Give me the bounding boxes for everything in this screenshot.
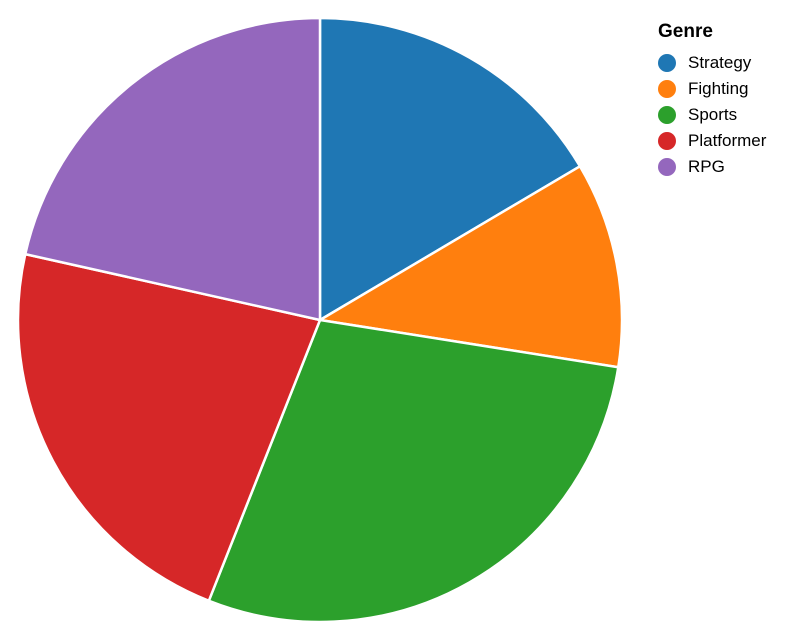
legend: Genre Strategy Fighting Sports Platformer RP… [658,20,798,180]
pie-slice-platformer [16,252,322,603]
legend-item-rpg: RPG [658,154,798,180]
pie-slice-strategy [318,16,582,322]
legend-label-rpg: RPG [688,157,725,176]
legend-items: Strategy Fighting Sports Platformer RPG [658,50,798,180]
legend-swatch-sports [658,106,676,124]
legend-swatch-rpg [658,158,676,176]
legend-item-platformer: Platformer [658,128,798,154]
legend-item-fighting: Fighting [658,76,798,102]
legend-title: Genre [658,21,713,42]
legend-swatch-fighting [658,80,676,98]
legend-swatch-strategy [658,54,676,72]
legend-label-platformer: Platformer [688,131,767,150]
legend-item-strategy: Strategy [658,50,798,76]
legend-label-fighting: Fighting [688,79,749,98]
legend-item-sports: Sports [658,102,798,128]
legend-label-strategy: Strategy [688,53,752,72]
pie-slice-sports [207,318,620,624]
legend-label-sports: Sports [688,105,738,124]
pie-slice-fighting [318,165,624,369]
pie-slice-rpg [24,16,322,322]
pie-slices [16,16,624,624]
legend-swatch-platformer [658,132,676,150]
